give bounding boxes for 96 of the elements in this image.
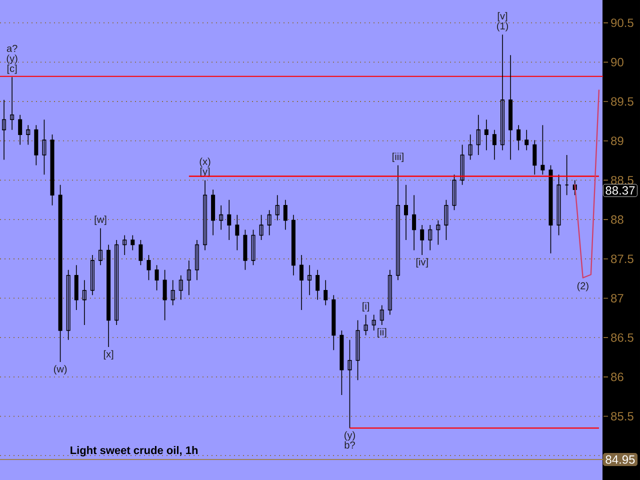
candlestick <box>18 114 22 146</box>
candlestick <box>404 184 408 240</box>
candlestick <box>194 240 199 281</box>
candlestick <box>178 275 183 300</box>
candlestick <box>98 228 103 266</box>
candlestick <box>42 119 46 176</box>
candlestick <box>259 214 264 240</box>
candlestick <box>556 174 561 236</box>
candlestick <box>122 234 127 256</box>
candlestick <box>58 184 62 362</box>
ref-line-label: 84.95 <box>606 455 635 464</box>
candlestick <box>444 199 448 240</box>
candlestick <box>372 314 376 331</box>
y-tick-label: 86.5 <box>611 333 634 342</box>
candlestick <box>26 124 30 146</box>
candlestick <box>130 234 135 251</box>
candlestick <box>412 194 416 251</box>
candlestick <box>564 154 569 196</box>
text: a? (y) [c] <box>6 44 18 74</box>
y-tick-label: 90.5 <box>611 18 634 28</box>
candlestick <box>34 124 38 166</box>
y-tick-label: 88.5 <box>611 176 634 184</box>
candlestick <box>436 220 440 246</box>
candlestick <box>476 114 480 156</box>
candlestick <box>500 34 505 151</box>
candlestick <box>291 214 296 276</box>
candlestick <box>348 340 352 428</box>
text: (y) b? <box>344 431 355 449</box>
candlestick <box>532 140 537 176</box>
series-label: (2) <box>577 282 588 292</box>
candlestick <box>484 119 488 151</box>
candlestick <box>162 270 167 321</box>
candlestick <box>380 304 384 326</box>
candlestick <box>364 314 368 336</box>
candlestick <box>267 210 272 236</box>
candlestick <box>332 294 336 351</box>
candlestick <box>388 270 392 316</box>
y-tick-label: 85.5 <box>611 412 634 421</box>
candlestick <box>74 264 78 310</box>
candlestick <box>203 180 208 251</box>
candlestick <box>275 194 280 221</box>
candlestick <box>114 240 119 326</box>
candlestick <box>106 244 111 348</box>
y-tick-label: 88 <box>611 215 624 224</box>
y-tick-label: 87 <box>611 294 624 302</box>
candlestick <box>154 264 159 291</box>
candlestick <box>356 320 360 380</box>
candlestick <box>82 280 86 326</box>
candlestick <box>90 254 94 296</box>
candlestick <box>243 229 248 270</box>
candlestick <box>299 254 304 310</box>
candlestick <box>508 54 513 160</box>
text: [iv] <box>416 258 428 268</box>
text: [x] <box>104 350 114 360</box>
candlestick <box>324 280 328 306</box>
y-tick-label: 87.5 <box>611 254 634 264</box>
candlestick <box>468 134 472 160</box>
candlestick <box>219 204 224 230</box>
y-tick-label: 89.5 <box>611 97 634 106</box>
candlestick <box>452 174 456 210</box>
text: [v] (1) <box>497 12 508 32</box>
candlestick <box>428 224 432 251</box>
candlestick <box>50 134 54 206</box>
candlestick <box>516 124 521 151</box>
candlestick <box>66 270 70 340</box>
candlestick <box>316 270 320 300</box>
candlestick <box>492 129 496 160</box>
candlestick <box>227 199 232 240</box>
text: Light sweet crude oil, 1h <box>70 446 198 456</box>
candlestick <box>138 240 143 266</box>
candlestick <box>251 229 256 266</box>
candlestick <box>540 124 545 176</box>
text: [ii] <box>378 328 386 338</box>
text: [iii] <box>392 152 404 162</box>
candlestick <box>340 330 344 396</box>
text: (w) <box>54 365 67 374</box>
candlestick <box>211 189 216 236</box>
candlestick <box>396 164 400 281</box>
text: [i] <box>362 302 369 312</box>
candlestick <box>186 260 191 296</box>
candlestick <box>283 199 288 230</box>
y-tick-label: 86 <box>611 372 624 382</box>
annotation: 88.37 <box>606 186 635 195</box>
candlestick <box>524 129 529 151</box>
candlestick <box>170 280 175 306</box>
candlestick <box>10 76 14 130</box>
y-tick-label: 89 <box>611 136 624 146</box>
candlestick <box>308 264 312 296</box>
text: [w] <box>94 216 106 225</box>
y-tick-label: 90 <box>611 58 624 66</box>
candlestick <box>420 224 424 256</box>
candlestick <box>548 164 553 254</box>
candlestick <box>146 254 151 281</box>
line-series <box>574 89 600 278</box>
text: (x) [y] <box>200 158 210 177</box>
candlestick <box>235 214 240 251</box>
